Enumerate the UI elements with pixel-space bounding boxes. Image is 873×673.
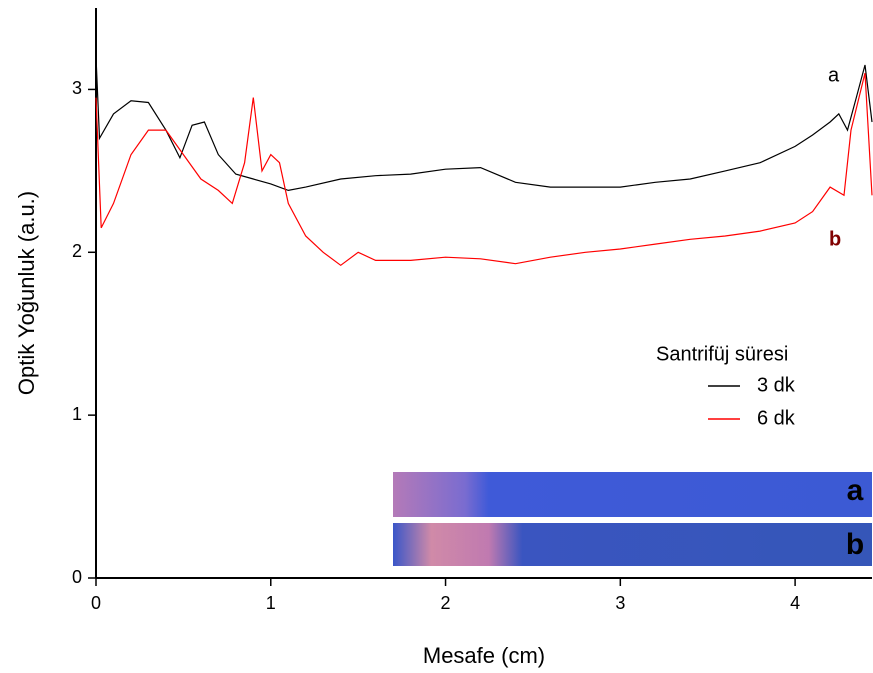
annotation: a bbox=[828, 64, 840, 86]
x-tick-label: 4 bbox=[790, 593, 800, 613]
legend-label: 3 dk bbox=[757, 374, 796, 396]
y-tick-label: 2 bbox=[72, 241, 82, 261]
x-tick-label: 3 bbox=[615, 593, 625, 613]
data-line bbox=[95, 56, 873, 192]
legend-label: 6 dk bbox=[757, 407, 796, 429]
inset-strip bbox=[393, 472, 872, 517]
inset-strip bbox=[393, 523, 872, 566]
x-tick-label: 0 bbox=[91, 593, 101, 613]
x-axis-label: Mesafe (cm) bbox=[423, 643, 545, 668]
y-axis-label: Optik Yoğunluk (a.u.) bbox=[14, 191, 39, 395]
inset-label: b bbox=[846, 528, 864, 561]
y-tick-label: 3 bbox=[72, 78, 82, 98]
x-tick-label: 1 bbox=[266, 593, 276, 613]
legend-title: Santrifüj süresi bbox=[656, 343, 788, 365]
data-line bbox=[95, 72, 873, 267]
y-tick-label: 1 bbox=[72, 404, 82, 424]
y-tick-label: 0 bbox=[72, 567, 82, 587]
x-tick-label: 2 bbox=[441, 593, 451, 613]
inset-label: a bbox=[847, 474, 864, 507]
annotation: b bbox=[829, 228, 841, 250]
